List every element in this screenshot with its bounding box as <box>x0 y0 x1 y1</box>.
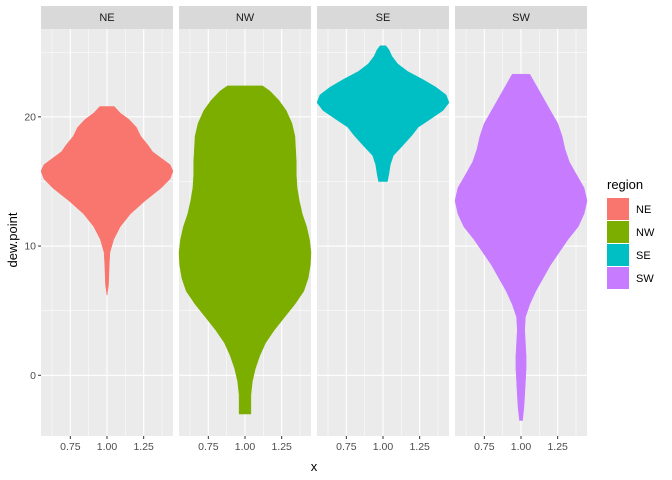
x-tick-label: 0.75 <box>60 441 81 453</box>
y-tick-label: 0 <box>30 370 36 382</box>
x-tick-label: 1.00 <box>97 441 118 453</box>
facet-panel-sw: SW 0.75 1.00 1.25 <box>454 6 588 453</box>
y-tick-label: 10 <box>24 241 36 253</box>
y-tick-label: 20 <box>24 111 36 123</box>
x-tick-label: 1.00 <box>235 441 256 453</box>
x-tick-label: 1.00 <box>511 441 532 453</box>
legend-key-sw <box>607 267 629 289</box>
legend-key-se <box>607 244 629 266</box>
violin-ne <box>40 106 174 296</box>
violin-se <box>316 45 450 182</box>
legend-items: NE NW SE SW <box>607 198 655 289</box>
y-axis: 0 10 20 <box>24 111 41 382</box>
facet-panel-ne: NE 0.75 1.00 1.25 <box>40 6 174 453</box>
facet-strip <box>179 6 311 29</box>
facet-strip-label: NE <box>99 12 114 24</box>
legend-label-se: SE <box>636 250 651 262</box>
x-tick-label: 1.25 <box>271 441 292 453</box>
facet-strip-label: NW <box>236 12 255 24</box>
violin-sw <box>454 73 588 421</box>
legend-label-ne: NE <box>636 204 651 216</box>
facet-panel-nw: NW 0.75 1.00 1.25 <box>178 6 312 453</box>
legend-key-nw <box>607 221 629 243</box>
x-tick-label: 1.25 <box>409 441 430 453</box>
x-axis-title: x <box>311 459 318 474</box>
x-tick-label: 1.25 <box>133 441 154 453</box>
y-axis-title: dew.point <box>5 212 20 267</box>
violin-nw <box>178 85 312 415</box>
facet-panel-se: SE 0.75 1.00 1.25 <box>316 6 450 453</box>
facet-strip <box>41 6 173 29</box>
legend-label-sw: SW <box>636 273 654 285</box>
legend-key-ne <box>607 198 629 220</box>
facet-strip-label: SW <box>512 12 530 24</box>
facet-strip-label: SE <box>376 12 391 24</box>
facet-strip <box>455 6 587 29</box>
x-tick-label: 0.75 <box>474 441 495 453</box>
x-tick-label: 1.00 <box>373 441 394 453</box>
legend: region NE NW SE SW <box>607 177 655 289</box>
x-tick-label: 0.75 <box>198 441 219 453</box>
legend-label-nw: NW <box>636 227 655 239</box>
facet-panels: NE 0.75 1.00 1.25 NW 0.75 1.00 1.25 SE 0.75 1.00 1.… <box>40 6 588 453</box>
legend-title: region <box>607 177 643 192</box>
x-tick-label: 1.25 <box>547 441 568 453</box>
facet-strip <box>317 6 449 29</box>
x-tick-label: 0.75 <box>336 441 357 453</box>
